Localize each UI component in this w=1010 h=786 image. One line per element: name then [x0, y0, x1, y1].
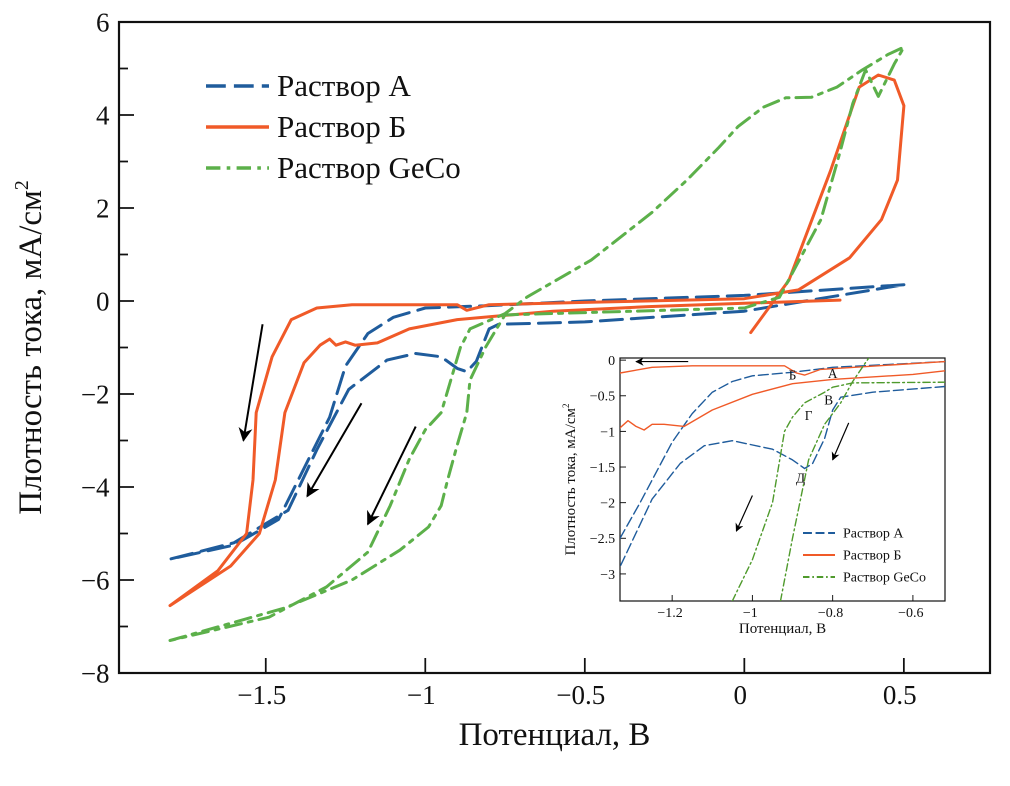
- x-tick-label: −1.5: [237, 680, 286, 710]
- legend-label-3: Раствор GeCo: [277, 150, 461, 185]
- y-tick-label: −6: [81, 565, 110, 595]
- y-tick-label: −2: [81, 379, 110, 409]
- series-group: [620, 358, 945, 601]
- x-tick-label: −0.8: [818, 606, 843, 621]
- direction-arrow: [238, 324, 264, 442]
- y-tick-label: 0: [96, 286, 110, 316]
- point-annotation: Д: [796, 471, 805, 486]
- x-tick-label: −1: [407, 680, 436, 710]
- series-line-3: [168, 45, 906, 642]
- y-tick-label: −1.5: [590, 461, 615, 476]
- y-tick-label: 6: [96, 7, 110, 37]
- x-tick-label: −1: [743, 606, 758, 621]
- point-annotation: Б: [789, 367, 797, 382]
- y-axis-label-text: Плотность тока, мА/см: [13, 190, 49, 515]
- series-line-2: [620, 370, 945, 431]
- series-group: [168, 45, 906, 642]
- direction-arrow: [366, 426, 417, 526]
- direction-arrow: [735, 495, 753, 532]
- y-tick-label: 0: [608, 354, 615, 369]
- legend-label-1: Раствор A: [843, 527, 904, 542]
- point-annotation: В: [824, 392, 833, 407]
- legend: Раствор A Раствор Б Раствор GeCo: [803, 527, 926, 586]
- legend-label-1: Раствор A: [277, 68, 411, 103]
- y-tick-label: −3: [600, 568, 615, 583]
- x-tick-label: −0.6: [898, 606, 923, 621]
- y-axis-label-superscript: 2: [561, 403, 571, 408]
- direction-arrow: [831, 422, 850, 461]
- x-tick-label: 0: [734, 680, 748, 710]
- legend: Раствор A Раствор Б Раствор GeCo: [206, 68, 461, 185]
- y-tick-label: −2.5: [590, 532, 615, 547]
- x-tick-label: 0.5: [883, 680, 917, 710]
- legend-label-3: Раствор GeCo: [843, 571, 926, 586]
- x-axis-label: Потенциал, В: [459, 717, 651, 753]
- series-line-1: [620, 360, 945, 539]
- y-axis-label: Плотность тока, мА/см2: [11, 180, 49, 515]
- y-axis-label-text: Плотность тока, мА/см: [563, 407, 579, 555]
- series-line-3: [731, 381, 945, 601]
- plot-frame: [619, 357, 946, 602]
- direction-arrow: [306, 402, 363, 498]
- inset-plot: −1.2 −1 −0.8 −0.6 −3 −2.5 −2 −1.5 −1 −0.5 0 Потенци…: [561, 354, 946, 637]
- y-tick-label: −4: [81, 472, 110, 502]
- y-tick-label: 4: [96, 100, 110, 130]
- point-annotation: А: [828, 366, 838, 381]
- x-axis-label: Потенциал, В: [739, 621, 826, 637]
- y-tick-label: −8: [81, 658, 110, 688]
- y-tick-label: −1: [600, 425, 615, 440]
- y-axis-label: Плотность тока, мА/см2: [561, 403, 579, 555]
- main-plot: −1.5 −1 −0.5 0 0.5 −8 −6 −4 −2 0 2 4 6 Потенциал, В Пл…: [11, 7, 992, 753]
- series-line-2: [620, 360, 945, 376]
- y-tick-label: 2: [96, 193, 110, 223]
- legend-label-2: Раствор Б: [843, 549, 901, 564]
- series-line-1: [620, 385, 945, 568]
- x-tick-label: −1.2: [657, 606, 682, 621]
- y-axis-label-superscript: 2: [11, 180, 33, 190]
- y-tick-label: −0.5: [590, 390, 615, 405]
- legend-label-2: Раствор Б: [277, 109, 406, 144]
- series-line-2: [168, 73, 906, 608]
- point-annotation: Г: [805, 408, 813, 423]
- x-tick-label: −0.5: [556, 680, 605, 710]
- series-line-3: [779, 358, 870, 601]
- y-tick-label: −2: [600, 497, 615, 512]
